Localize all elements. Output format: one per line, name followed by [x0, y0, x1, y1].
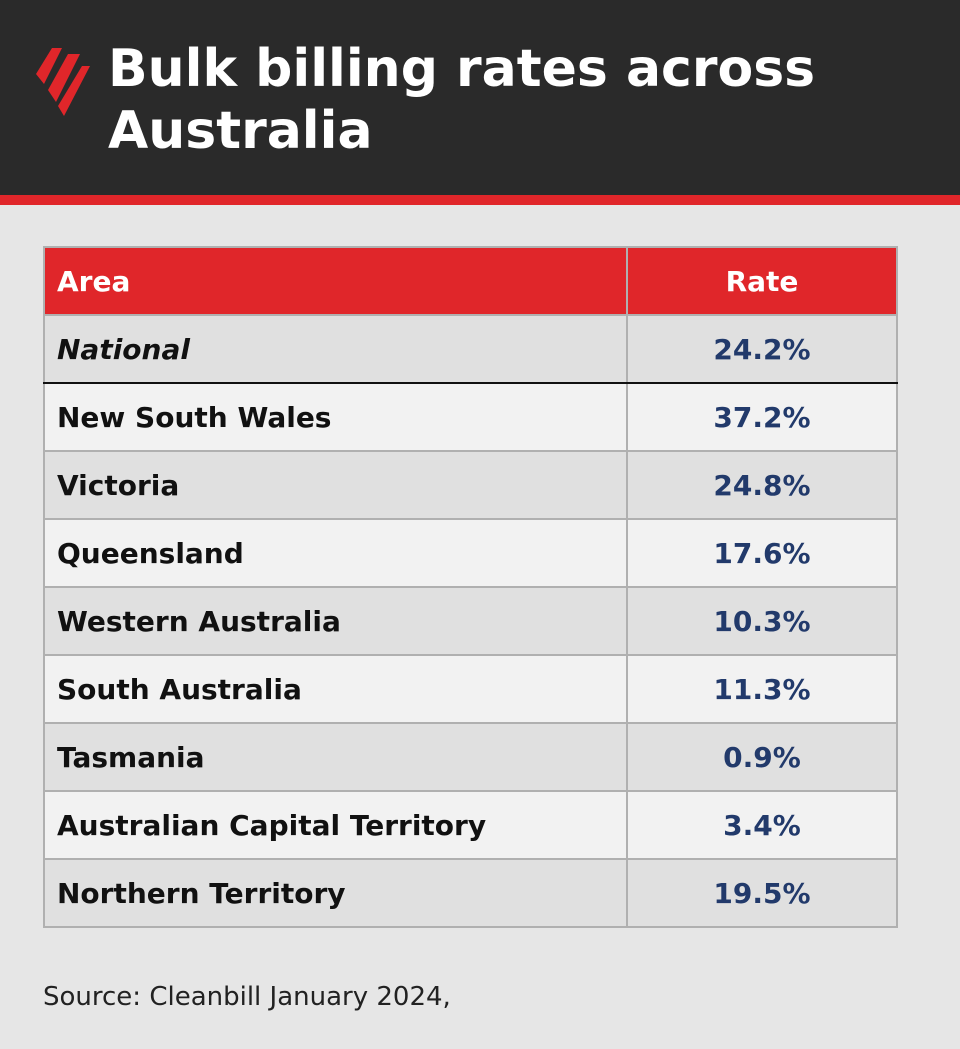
source-note: Source: Cleanbill January 2024,	[43, 982, 451, 1012]
column-header: Rate	[626, 246, 898, 316]
table-row: Tasmania 0.9%	[43, 722, 898, 792]
rate-cell: 24.2%	[626, 314, 898, 384]
rate-cell: 17.6%	[626, 518, 898, 588]
rate-cell: 37.2%	[626, 382, 898, 452]
rate-cell: 19.5%	[626, 858, 898, 928]
area-cell: Australian Capital Territory	[43, 790, 628, 860]
area-cell: Victoria	[43, 450, 628, 520]
area-cell: South Australia	[43, 654, 628, 724]
table: Area Rate National 24.2% New South Wales 37…	[43, 246, 898, 928]
table-row: Queensland 17.6%	[43, 518, 898, 588]
area-cell: Northern Territory	[43, 858, 628, 928]
rate-cell: 24.8%	[626, 450, 898, 520]
table-row: Western Australia 10.3%	[43, 586, 898, 656]
table-row: Northern Territory 19.5%	[43, 858, 898, 928]
area-cell: New South Wales	[43, 382, 628, 452]
rate-cell: 11.3%	[626, 654, 898, 724]
area-cell: Queensland	[43, 518, 628, 588]
area-cell: National	[43, 314, 628, 384]
rate-cell: 10.3%	[626, 586, 898, 656]
area-cell: Western Australia	[43, 586, 628, 656]
table-row: Australian Capital Territory 3.4%	[43, 790, 898, 860]
rate-cell: 3.4%	[626, 790, 898, 860]
title: Bulk billing rates across Australia	[108, 39, 816, 161]
rate-cell: 0.9%	[626, 722, 898, 792]
header-row: Area Rate	[43, 246, 898, 316]
logo	[36, 48, 90, 116]
column-header: Area	[43, 246, 628, 316]
table-row: National 24.2%	[43, 314, 898, 384]
table-row: Victoria 24.8%	[43, 450, 898, 520]
header: Bulk billing rates across Australia	[0, 0, 960, 205]
area-cell: Tasmania	[43, 722, 628, 792]
table-row: South Australia 11.3%	[43, 654, 898, 724]
table-row: New South Wales 37.2%	[43, 382, 898, 452]
